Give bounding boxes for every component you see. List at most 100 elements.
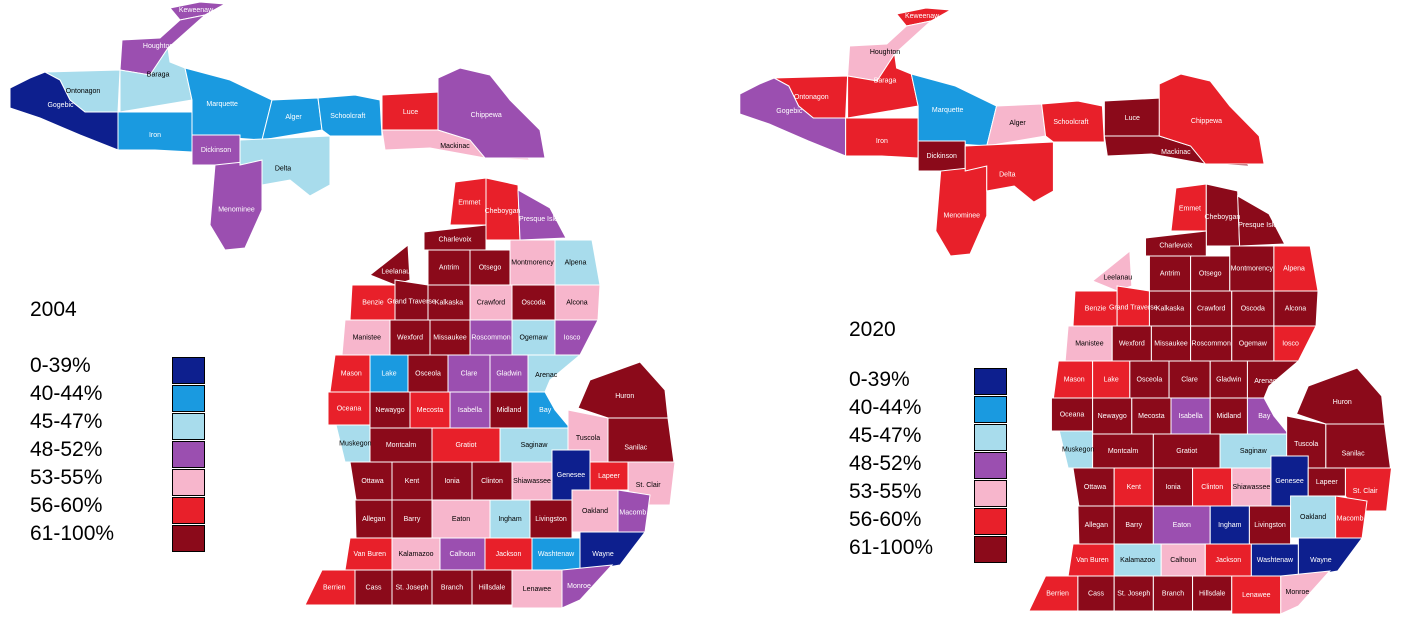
michigan-map-2004: Keweenaw Houghton Ontonagon Gogebic Baraga Ir… <box>9 1 676 609</box>
legend-label: 48-52% <box>30 438 103 461</box>
county-label: Kalamazoo <box>1120 557 1155 564</box>
county-label: Crawford <box>477 300 506 307</box>
county-label: Montcalm <box>1108 448 1139 455</box>
county-label: Kalamazoo <box>398 551 433 558</box>
county-label: Oscoda <box>521 300 545 307</box>
county-label: Branch <box>1162 591 1184 598</box>
county-label: Benzie <box>1085 306 1107 313</box>
county-label: Kalkaska <box>1156 306 1185 313</box>
county-label: Chippewa <box>1191 118 1222 125</box>
county-leelanau <box>369 244 411 286</box>
county-label: Baraga <box>874 77 897 84</box>
county-label: Monroe <box>567 583 591 590</box>
county-label: Bay <box>539 407 552 414</box>
county-label: Manistee <box>353 335 382 342</box>
county-label: Luce <box>403 109 418 116</box>
county-label: Branch <box>441 585 463 592</box>
county-label: Alcona <box>1285 306 1307 313</box>
county-label: Lenawee <box>523 586 552 593</box>
county-label: Otsego <box>479 265 502 272</box>
county-bay <box>527 391 572 429</box>
county-keweenaw <box>169 1 227 21</box>
county-schoolcraft <box>317 94 383 137</box>
county-iron <box>117 111 193 153</box>
county-label: Saginaw <box>521 442 549 449</box>
county-label: Huron <box>615 393 634 400</box>
county-label: Genesee <box>557 472 586 479</box>
county-label: Mason <box>341 371 362 378</box>
county-label: Iron <box>876 138 888 145</box>
county-label: Clare <box>461 371 478 378</box>
county-huron <box>1295 367 1386 425</box>
county-label: Iosco <box>564 335 581 342</box>
county-label: Oakland <box>582 508 608 515</box>
county-label: Lake <box>381 371 396 378</box>
legend-label: 40-44% <box>849 396 922 419</box>
county-label: Ingham <box>498 516 522 523</box>
county-label: Arenac <box>535 372 558 379</box>
county-label: Manistee <box>1075 341 1104 348</box>
county-label: Wexford <box>1119 341 1145 348</box>
county-label: Midland <box>497 407 522 414</box>
county-label: Grand Traverse <box>387 298 436 305</box>
county-label: Allegan <box>1085 522 1108 529</box>
legend-swatch <box>172 357 205 384</box>
county-label: Berrien <box>1046 591 1069 598</box>
county-menominee <box>935 165 988 257</box>
county-label: Sanilac <box>624 445 647 452</box>
county-label: Ingham <box>1218 522 1242 529</box>
county-label: Oceana <box>1060 412 1085 419</box>
legend-label: 48-52% <box>849 452 922 475</box>
county-label: Oscoda <box>1241 306 1265 313</box>
county-label: Ogemaw <box>1239 341 1268 348</box>
county-label: Tuscola <box>576 435 600 442</box>
county-label: Lenawee <box>1242 592 1271 599</box>
county-chippewa <box>1158 73 1265 165</box>
county-presque-isle <box>1237 195 1286 247</box>
county-label: Mason <box>1064 377 1085 384</box>
county-label: Calhoun <box>1170 557 1196 564</box>
county-label: Osceola <box>415 371 441 378</box>
county-label: Antrim <box>1160 271 1180 278</box>
county-label: Arenac <box>1254 378 1277 385</box>
county-label: Delta <box>999 171 1015 178</box>
legend-swatch <box>974 424 1007 451</box>
county-label: Kalkaska <box>435 300 464 307</box>
county-label: St. Clair <box>1353 488 1379 495</box>
county-label: Gladwin <box>1216 377 1241 384</box>
legend-label: 45-47% <box>30 410 103 433</box>
county-label: Cass <box>366 585 382 592</box>
legend-swatch <box>974 452 1007 479</box>
county-label: Wexford <box>397 335 423 342</box>
county-label: Eaton <box>1173 522 1191 529</box>
county-label: Shiawassee <box>1233 484 1271 491</box>
legend-label: 53-55% <box>30 466 103 489</box>
county-label: Presque Isle <box>1238 222 1277 229</box>
legend-label: 53-55% <box>849 480 922 503</box>
county-label: Mecosta <box>1138 413 1165 420</box>
county-label: Alpena <box>565 260 587 267</box>
county-label: Roscommon <box>471 335 510 342</box>
county-label: Alcona <box>566 300 588 307</box>
county-label: Benzie <box>362 300 384 307</box>
county-label: Macomb <box>619 509 646 516</box>
county-label: Ionia <box>1165 484 1180 491</box>
county-label: Isabella <box>1179 413 1203 420</box>
county-gogebic <box>739 77 847 157</box>
county-label: Cass <box>1088 591 1104 598</box>
legend-label: 56-60% <box>849 508 922 531</box>
county-label: Lapeer <box>1316 479 1338 486</box>
county-label: Mackinac <box>440 143 470 150</box>
legend-swatch <box>974 480 1007 507</box>
county-label: Menominee <box>218 207 255 214</box>
county-label: Alpena <box>1283 266 1305 273</box>
county-label: Marquette <box>206 101 238 108</box>
legend-swatch <box>974 536 1007 563</box>
county-label: Gratiot <box>455 442 476 449</box>
county-label: Grand Traverse <box>1109 304 1158 311</box>
county-label: Monroe <box>1286 589 1310 596</box>
county-label: Calhoun <box>449 551 475 558</box>
legend-label: 56-60% <box>30 494 103 517</box>
county-label: Chippewa <box>471 112 502 119</box>
county-label: Montcalm <box>386 442 417 449</box>
